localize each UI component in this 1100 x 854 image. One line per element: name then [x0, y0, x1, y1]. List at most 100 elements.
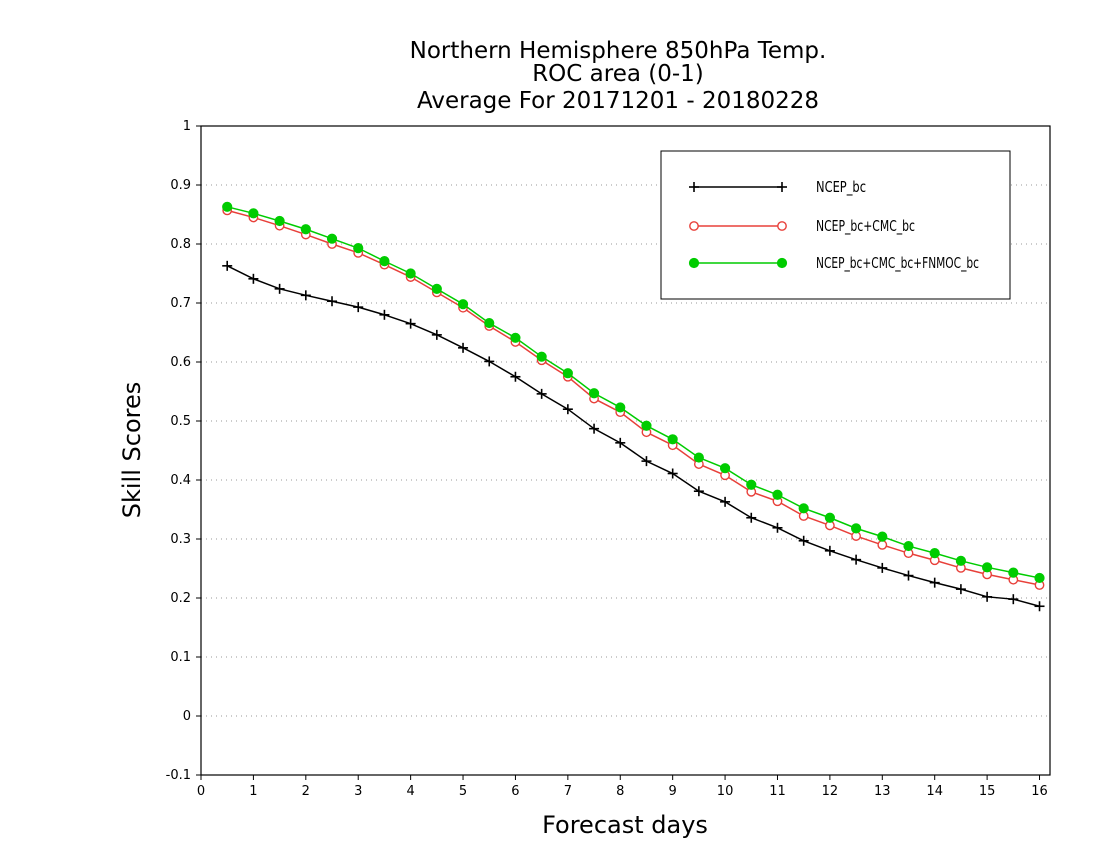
x-tick-label: 4 [406, 784, 414, 799]
data-point [955, 555, 967, 566]
y-tick-label: 0 [183, 709, 191, 724]
x-tick-label: 9 [669, 784, 677, 799]
data-point [222, 201, 233, 212]
data-point [903, 570, 914, 581]
data-point [588, 388, 600, 399]
axes: -0.100.10.20.30.40.50.60.70.80.910 1 2 3 4 5 6… [166, 119, 1048, 799]
legend-marker [688, 257, 700, 269]
data-point [877, 562, 888, 573]
data-point [300, 290, 311, 301]
data-point [877, 540, 888, 550]
data-point [326, 233, 338, 244]
y-tick-label: 0.7 [170, 296, 191, 311]
y-tick-label: 0.4 [170, 473, 191, 488]
y-tick-label: 0.9 [170, 178, 191, 193]
data-point [824, 512, 835, 523]
data-point [615, 437, 626, 448]
legend-marker [777, 182, 787, 192]
data-point [484, 356, 495, 367]
x-tick-label: 11 [769, 784, 786, 799]
x-tick-label: 10 [717, 784, 734, 799]
x-tick-label: 7 [564, 784, 572, 799]
y-tick-label: 0.8 [170, 237, 191, 252]
data-point [405, 318, 416, 329]
legend-item: NCEP_bc [689, 178, 866, 197]
legend-label: NCEP_bc [816, 178, 866, 197]
legend-label: NCEP_bc+CMC_bc+FNMOC_bc [816, 254, 979, 273]
y-tick-label: -0.1 [166, 768, 191, 783]
data-point [798, 535, 809, 546]
data-point [719, 463, 731, 474]
legend-label: NCEP_bc+CMC_bc [816, 217, 915, 236]
data-point [667, 468, 678, 479]
data-point [510, 371, 521, 382]
legend-marker [689, 221, 699, 231]
legend-marker [689, 182, 699, 192]
data-point [353, 243, 364, 254]
legend-item: NCEP_bc+CMC_bc [689, 217, 915, 236]
data-point [274, 215, 285, 227]
data-point [510, 332, 521, 343]
y-tick-label: 0.3 [170, 532, 191, 547]
data-point [667, 434, 678, 445]
data-point [353, 302, 364, 313]
x-tick-label: 0 [197, 784, 205, 799]
series-line [226, 265, 1040, 607]
y-tick-label: 0.6 [170, 355, 191, 370]
data-point [379, 309, 390, 320]
data-point [562, 368, 573, 379]
data-point [982, 591, 993, 602]
data-point [641, 456, 652, 467]
data-point [300, 224, 311, 235]
data-point [536, 351, 547, 362]
x-tick-label: 15 [979, 784, 996, 799]
data-point [615, 402, 626, 413]
legend-item: NCEP_bc+CMC_bc+FNMOC_bc [688, 254, 979, 273]
x-axis-title: Forecast days [542, 811, 708, 839]
x-tick-label: 14 [926, 784, 943, 799]
data-point [824, 545, 835, 556]
data-point [248, 273, 259, 284]
data-point [1034, 572, 1045, 584]
x-tick-label: 8 [616, 784, 624, 799]
data-point [1008, 567, 1019, 578]
data-point [327, 296, 338, 307]
data-point [431, 329, 442, 340]
data-point [850, 523, 862, 534]
data-point [929, 548, 940, 559]
data-point [877, 531, 888, 542]
data-point [693, 452, 704, 463]
legend-marker [776, 257, 788, 269]
data-point [1008, 594, 1019, 605]
data-point [562, 404, 573, 415]
data-point [248, 208, 259, 219]
data-point [641, 420, 652, 431]
y-tick-label: 0.2 [170, 591, 191, 606]
data-point [457, 299, 469, 310]
chart-title-line-2: ROC area (0-1) [532, 61, 704, 87]
x-tick-label: 3 [354, 784, 362, 799]
plot-frame [200, 125, 1051, 776]
data-point [720, 496, 731, 507]
data-point [851, 554, 862, 565]
x-tick-label: 6 [511, 784, 519, 799]
y-tick-label: 1 [183, 119, 191, 134]
data-point [431, 283, 442, 294]
data-point [458, 342, 469, 353]
x-tick-label: 2 [302, 784, 310, 799]
data-point [798, 503, 809, 514]
data-point [379, 256, 390, 267]
data-series [222, 201, 1045, 612]
y-tick-label: 0.1 [170, 650, 191, 665]
data-point [746, 512, 757, 523]
x-tick-label: 13 [874, 784, 891, 799]
data-point [982, 562, 993, 573]
data-point [903, 540, 914, 552]
x-tick-label: 12 [822, 784, 839, 799]
x-tick-label: 16 [1031, 784, 1048, 799]
data-point [1034, 601, 1045, 612]
data-point [693, 486, 704, 497]
legend-marker [777, 221, 787, 231]
